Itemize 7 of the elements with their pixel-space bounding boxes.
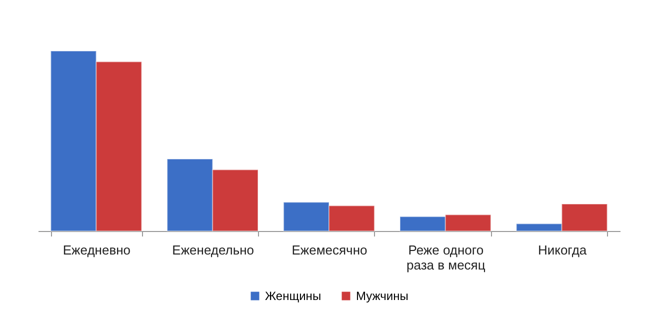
- x-tick-label: Реже одного раза в месяц: [406, 242, 486, 272]
- x-tick-label: Никогда: [538, 242, 588, 258]
- x-tick-label: Ежемесячно: [292, 242, 368, 258]
- legend-label: Мужчины: [356, 289, 408, 303]
- x-tick-label: Ежедневно: [62, 242, 131, 258]
- legend-label: Женщины: [265, 289, 322, 303]
- x-tick-label: Еженедельно: [172, 242, 254, 258]
